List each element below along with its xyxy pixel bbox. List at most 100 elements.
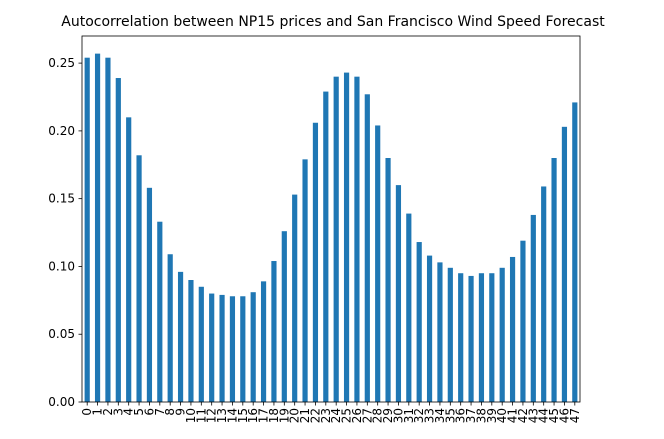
x-tick-label: 47	[568, 408, 582, 423]
bar	[146, 187, 153, 402]
y-tick-label: 0.15	[48, 192, 75, 206]
bar	[136, 155, 142, 402]
x-tick-label: 17	[257, 408, 271, 423]
bar	[458, 273, 464, 402]
x-tick-label: 10	[184, 408, 198, 423]
x-tick-label: 43	[526, 408, 540, 423]
bar	[157, 221, 163, 402]
x-tick-label: 16	[246, 408, 260, 423]
x-tick-label: 32	[412, 408, 426, 423]
bar	[323, 91, 329, 403]
x-tick-label: 33	[423, 408, 437, 423]
x-tick-label: 30	[391, 408, 405, 423]
x-tick-label: 46	[557, 408, 571, 423]
x-tick-label: 12	[205, 408, 219, 423]
y-tick-label: 0.05	[48, 327, 75, 341]
x-tick-label: 25	[340, 408, 354, 423]
bar	[406, 213, 412, 402]
bar	[343, 72, 350, 402]
bar	[572, 102, 578, 402]
bar	[478, 273, 485, 402]
x-tick-label: 1	[91, 408, 105, 416]
x-tick-label: 21	[298, 408, 312, 423]
bar	[364, 94, 370, 403]
bar	[94, 53, 101, 402]
x-tick-label: 5	[132, 408, 146, 416]
x-tick-label: 40	[495, 408, 509, 423]
bar	[509, 256, 516, 402]
bar	[333, 76, 339, 403]
bar	[229, 296, 236, 402]
bar	[302, 159, 308, 402]
x-tick-label: 19	[277, 408, 291, 423]
bar	[292, 194, 298, 402]
x-tick-label: 31	[402, 408, 416, 423]
bars-group	[84, 53, 578, 403]
bar	[84, 57, 90, 402]
x-tick-label: 22	[308, 408, 322, 423]
x-tick-label: 14	[225, 408, 239, 423]
y-tick-label: 0.00	[48, 395, 75, 409]
bar	[375, 125, 381, 402]
bar	[105, 57, 111, 402]
bar	[385, 158, 391, 402]
x-tick-label: 13	[215, 408, 229, 423]
bar	[551, 158, 557, 402]
bar	[250, 292, 256, 402]
bar	[354, 76, 360, 403]
x-tick-label: 45	[547, 408, 561, 423]
bar	[209, 293, 215, 402]
x-tick-label: 28	[371, 408, 385, 423]
x-tick-label: 42	[516, 408, 530, 423]
x-tick-label: 4	[122, 408, 136, 416]
bar	[437, 262, 443, 402]
bar	[530, 214, 536, 402]
x-tick-label: 18	[267, 408, 281, 423]
bar	[395, 185, 402, 402]
bar	[219, 294, 225, 402]
bar	[167, 254, 173, 402]
bar	[520, 240, 526, 402]
bar	[260, 281, 267, 402]
bar	[126, 117, 132, 402]
y-tick-label: 0.10	[48, 259, 75, 273]
bar	[281, 231, 287, 402]
bar	[489, 273, 495, 402]
x-tick-label: 35	[443, 408, 457, 423]
x-tick-label: 26	[350, 408, 364, 423]
x-tick-label: 3	[111, 408, 125, 416]
x-tick-label: 23	[319, 408, 333, 423]
x-tick-label: 27	[360, 408, 374, 423]
x-tick-label: 34	[433, 408, 447, 423]
x-tick-label: 9	[174, 408, 188, 416]
x-tick-label: 6	[142, 408, 156, 416]
x-tick-label: 0	[80, 408, 94, 416]
bar	[115, 78, 121, 403]
x-tick-label: 39	[485, 408, 499, 423]
bar	[561, 126, 568, 403]
bar	[499, 267, 505, 402]
x-tick-label: 8	[163, 408, 177, 416]
x-axis: 0123456789101112131415161718192021222324…	[80, 402, 582, 423]
bar	[541, 186, 547, 402]
y-tick-label: 0.20	[48, 124, 75, 138]
bar	[198, 286, 204, 402]
x-tick-label: 29	[381, 408, 395, 423]
x-tick-label: 44	[537, 408, 551, 423]
bar	[271, 261, 277, 402]
y-axis: 0.00 0.05 0.10 0.15 0.20 0.25	[48, 56, 82, 409]
x-tick-label: 15	[236, 408, 250, 423]
chart-title: Autocorrelation between NP15 prices and …	[61, 14, 605, 30]
x-tick-label: 38	[474, 408, 488, 423]
x-tick-label: 20	[288, 408, 302, 423]
bar	[188, 280, 194, 402]
bar	[447, 267, 453, 402]
x-tick-label: 11	[194, 408, 208, 423]
x-tick-label: 7	[153, 408, 167, 416]
bar	[426, 255, 433, 402]
x-tick-label: 24	[329, 408, 343, 423]
bar	[416, 242, 422, 402]
x-tick-label: 41	[506, 408, 520, 423]
x-tick-label: 36	[454, 408, 468, 423]
